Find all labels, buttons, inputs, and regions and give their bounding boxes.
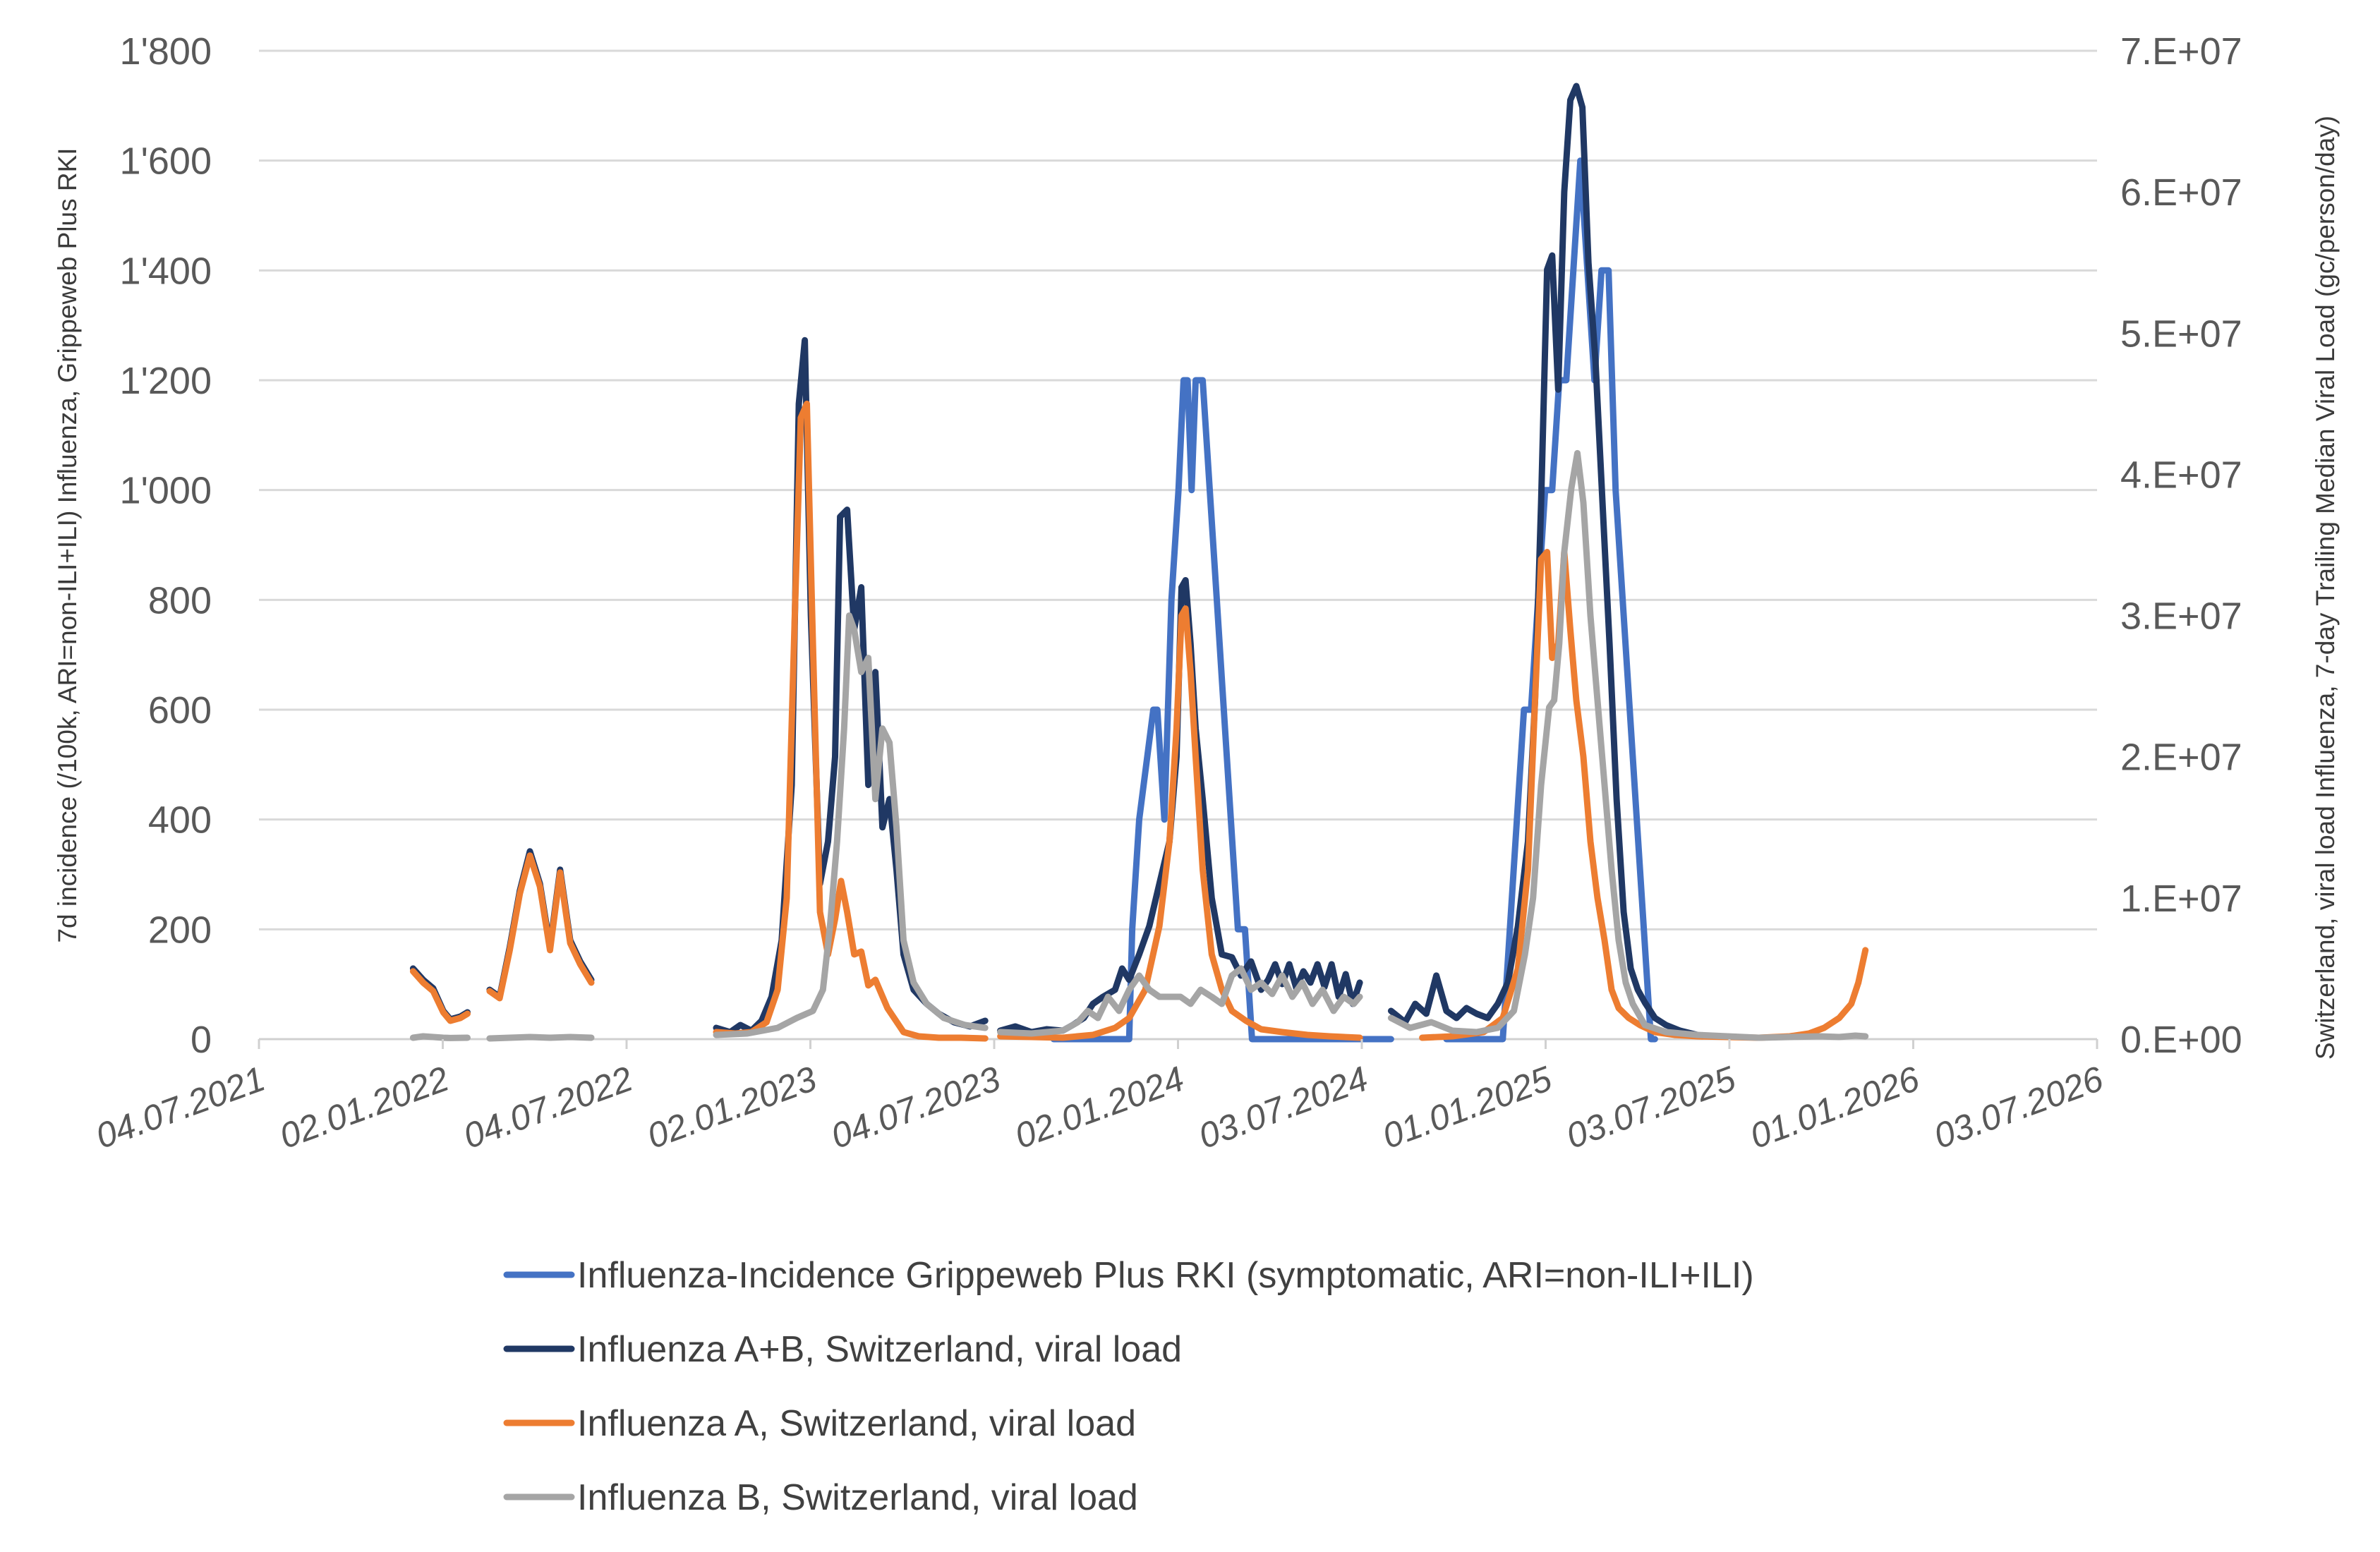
x-tick-label: 01.01.2026 xyxy=(1745,1059,1924,1156)
left-tick-label: 1'200 xyxy=(120,360,212,402)
legend: Influenza-Incidence Grippeweb Plus RKI (… xyxy=(503,1255,1754,1518)
series-line xyxy=(997,965,1363,1037)
legend-label: Influenza-Incidence Grippeweb Plus RKI (… xyxy=(577,1255,1754,1296)
series-line xyxy=(409,968,471,1024)
series-2 xyxy=(409,83,1701,1038)
left-axis-ticks: 0 200 400 600 800 1'000 1'200 1'400 1'600 1'800 xyxy=(120,30,212,1061)
left-tick-label: 1'400 xyxy=(120,250,212,292)
legend-entry: Influenza A, Switzerland, viral load xyxy=(503,1403,1136,1444)
right-tick-label: 3.E+07 xyxy=(2120,595,2242,638)
legend-entry: Influenza B, Switzerland, viral load xyxy=(503,1477,1138,1518)
series-1 xyxy=(1050,157,1658,1043)
x-tick-label: 03.07.2025 xyxy=(1561,1059,1740,1156)
x-tick-label: 02.01.2024 xyxy=(1010,1059,1189,1156)
left-tick-label: 600 xyxy=(148,689,212,732)
series-line xyxy=(486,852,595,1002)
series-line xyxy=(486,1033,595,1042)
x-tick-label: 02.01.2023 xyxy=(642,1059,821,1156)
right-axis-ticks: 0.E+00 1.E+07 2.E+07 3.E+07 4.E+07 5.E+07 6.E+… xyxy=(2120,30,2242,1061)
x-axis-ticks: 04.07.2021 02.01.2022 04.07.2022 02.01.2023… xyxy=(90,1039,2108,1156)
series-line xyxy=(1387,449,1869,1041)
left-tick-label: 200 xyxy=(148,909,212,951)
series-line xyxy=(713,612,989,1038)
legend-entry: Influenza A+B, Switzerland, viral load xyxy=(503,1329,1182,1370)
right-tick-label: 0.E+00 xyxy=(2120,1019,2242,1061)
series-line xyxy=(997,605,1363,1041)
x-tick-label: 02.01.2022 xyxy=(274,1059,454,1156)
x-tick-label: 03.07.2024 xyxy=(1193,1059,1372,1156)
series-line xyxy=(1387,83,1701,1038)
series-line xyxy=(713,400,989,1042)
right-tick-label: 5.E+07 xyxy=(2120,313,2242,355)
x-tick-label: 04.07.2023 xyxy=(826,1059,1005,1156)
right-tick-label: 4.E+07 xyxy=(2120,454,2242,496)
series-4 xyxy=(409,449,1869,1042)
right-tick-label: 7.E+07 xyxy=(2120,30,2242,73)
left-tick-label: 400 xyxy=(148,799,212,842)
x-tick-label: 03.07.2026 xyxy=(1928,1059,2108,1156)
left-tick-label: 0 xyxy=(191,1019,212,1061)
right-tick-label: 6.E+07 xyxy=(2120,171,2242,214)
left-tick-label: 1'800 xyxy=(120,30,212,73)
x-tick-label: 01.01.2025 xyxy=(1377,1059,1557,1156)
series-line xyxy=(1443,157,1658,1043)
left-tick-label: 1'000 xyxy=(120,470,212,512)
legend-label: Influenza A+B, Switzerland, viral load xyxy=(577,1329,1182,1370)
x-tick-label: 04.07.2021 xyxy=(90,1059,270,1156)
series-line xyxy=(409,1033,471,1041)
legend-label: Influenza A, Switzerland, viral load xyxy=(577,1403,1136,1444)
right-tick-label: 2.E+07 xyxy=(2120,736,2242,779)
left-tick-label: 1'600 xyxy=(120,140,212,183)
series-line xyxy=(1050,377,1394,1043)
right-tick-label: 1.E+07 xyxy=(2120,878,2242,920)
right-axis-title: Switzerland, viral load Influenza, 7-day… xyxy=(2311,116,2340,1060)
legend-entry: Influenza-Incidence Grippeweb Plus RKI (… xyxy=(503,1255,1754,1296)
left-axis-title: 7d incidence (/100k, ARI=non-ILI+ILI) In… xyxy=(53,147,82,942)
x-tick-label: 04.07.2022 xyxy=(458,1059,637,1156)
series-lines xyxy=(409,83,1869,1043)
left-tick-label: 800 xyxy=(148,579,212,622)
legend-label: Influenza B, Switzerland, viral load xyxy=(577,1477,1138,1518)
